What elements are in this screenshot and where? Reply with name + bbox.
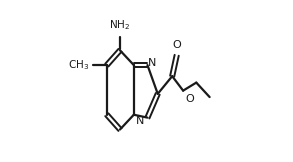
Text: N: N [148, 58, 157, 69]
Text: NH$_2$: NH$_2$ [109, 18, 130, 32]
Text: N: N [136, 116, 145, 126]
Text: CH$_3$: CH$_3$ [68, 58, 89, 72]
Text: O: O [172, 40, 181, 51]
Text: O: O [185, 94, 194, 104]
